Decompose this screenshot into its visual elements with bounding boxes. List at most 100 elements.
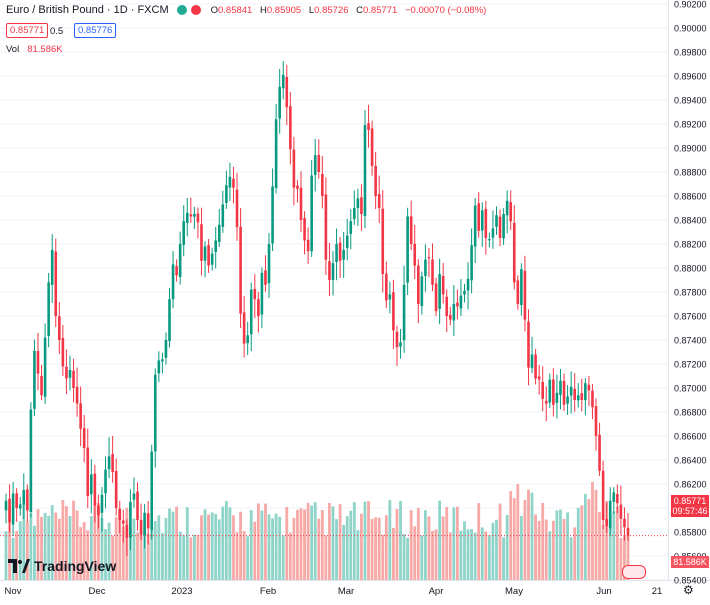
- volume-bar: [623, 534, 626, 580]
- volume-bar: [118, 508, 122, 580]
- volume-bar: [541, 502, 545, 580]
- candle-body: [4, 500, 8, 511]
- close-label: C: [356, 4, 363, 16]
- volume-bar: [228, 507, 232, 580]
- volume-bar: [591, 481, 594, 580]
- data-status-icon: [190, 5, 201, 15]
- candle-body: [200, 224, 203, 261]
- sell-button[interactable]: 0.85771: [6, 23, 49, 38]
- volume-bar: [551, 520, 555, 580]
- candle-body: [377, 194, 381, 208]
- volume-bar: [139, 533, 143, 580]
- candle-body: [228, 176, 232, 188]
- volume-bar: [566, 512, 569, 580]
- volume-bar: [583, 493, 587, 580]
- volume-bar: [399, 500, 402, 580]
- volume-bar: [143, 526, 147, 580]
- candle-body: [598, 434, 601, 471]
- symbol-title[interactable]: Euro / British Pound · 1D · FXCM: [6, 4, 169, 16]
- volume-bar: [505, 514, 509, 580]
- volume-bar: [527, 489, 530, 580]
- candle-body: [182, 221, 186, 245]
- candle-body: [79, 403, 82, 429]
- volume-bar: [424, 510, 427, 580]
- gear-icon[interactable]: ⚙: [683, 583, 694, 597]
- last-price-tag: 0.85771 09:57:46: [671, 495, 709, 517]
- tradingview-logo[interactable]: TradingView: [8, 558, 116, 574]
- volume-bar: [285, 507, 289, 580]
- chart-header: Euro / British Pound · 1D · FXCM O0.8584…: [6, 4, 491, 16]
- candle-body: [29, 409, 33, 513]
- events-flag-icon[interactable]: [622, 565, 646, 579]
- candle-body: [619, 504, 623, 519]
- volume-bar: [185, 507, 189, 580]
- volume-bar: [367, 501, 370, 580]
- time-tick-label: Feb: [260, 586, 276, 597]
- price-tick-label: 0.89000: [674, 144, 707, 154]
- volume-bar: [132, 518, 136, 580]
- candle-body: [559, 380, 562, 395]
- volume-bar: [36, 509, 40, 580]
- candle-body: [573, 388, 576, 400]
- time-tick-label: Jun: [596, 586, 611, 597]
- volume-legend[interactable]: Vol 81.586K: [6, 44, 63, 55]
- candle-body: [274, 119, 278, 189]
- buy-button[interactable]: 0.85776: [74, 23, 117, 38]
- open-label: O: [210, 4, 218, 16]
- volume-bar: [68, 515, 72, 580]
- volume-bar: [11, 537, 15, 580]
- candle-body: [193, 214, 196, 217]
- candle-body: [392, 292, 395, 331]
- volume-bar: [114, 517, 118, 580]
- volume-bar: [217, 519, 221, 580]
- candle-body: [527, 321, 530, 368]
- candle-body: [90, 474, 93, 495]
- volume-bar: [157, 515, 161, 580]
- candle-body: [385, 273, 388, 301]
- candle-body: [470, 245, 473, 281]
- candle-body: [292, 149, 296, 188]
- candle-body: [477, 203, 481, 231]
- candle-body: [68, 370, 72, 378]
- candle-body: [353, 208, 356, 220]
- volume-bar: [548, 531, 552, 580]
- candle-body: [82, 428, 86, 448]
- candle-body: [601, 470, 605, 520]
- candle-body: [100, 494, 104, 513]
- volume-bar: [100, 517, 104, 580]
- volume-bar: [580, 505, 584, 580]
- candle-body: [129, 502, 132, 538]
- price-tick-label: 0.87600: [674, 312, 707, 322]
- volume-bar: [150, 530, 154, 580]
- candle-body: [552, 379, 555, 405]
- candle-body: [296, 185, 299, 189]
- volume-bar: [459, 530, 463, 580]
- candle-body: [306, 239, 310, 252]
- volume-bar: [189, 537, 193, 580]
- volume-bar: [441, 516, 445, 580]
- candle-body: [321, 174, 324, 196]
- candle-body: [153, 374, 157, 452]
- volume-bar: [160, 533, 164, 580]
- volume-bar: [171, 511, 175, 580]
- candle-body: [616, 494, 619, 504]
- candle-body: [18, 504, 22, 509]
- candle-body: [509, 202, 513, 222]
- volume-bar: [537, 520, 541, 580]
- candle-body: [409, 216, 413, 244]
- candle-body: [61, 337, 65, 367]
- candle-body: [86, 447, 90, 496]
- time-tick-label: Dec: [89, 586, 106, 597]
- volume-bar: [214, 513, 218, 580]
- candle-body: [150, 451, 154, 531]
- candle-body: [281, 74, 285, 89]
- volume-bar: [15, 531, 19, 580]
- candle-body: [541, 381, 544, 399]
- volume-bar: [29, 513, 33, 580]
- time-tick-label: May: [505, 586, 523, 597]
- volume-bar: [498, 503, 502, 580]
- candle-body: [498, 216, 502, 238]
- volume-bar: [61, 500, 65, 580]
